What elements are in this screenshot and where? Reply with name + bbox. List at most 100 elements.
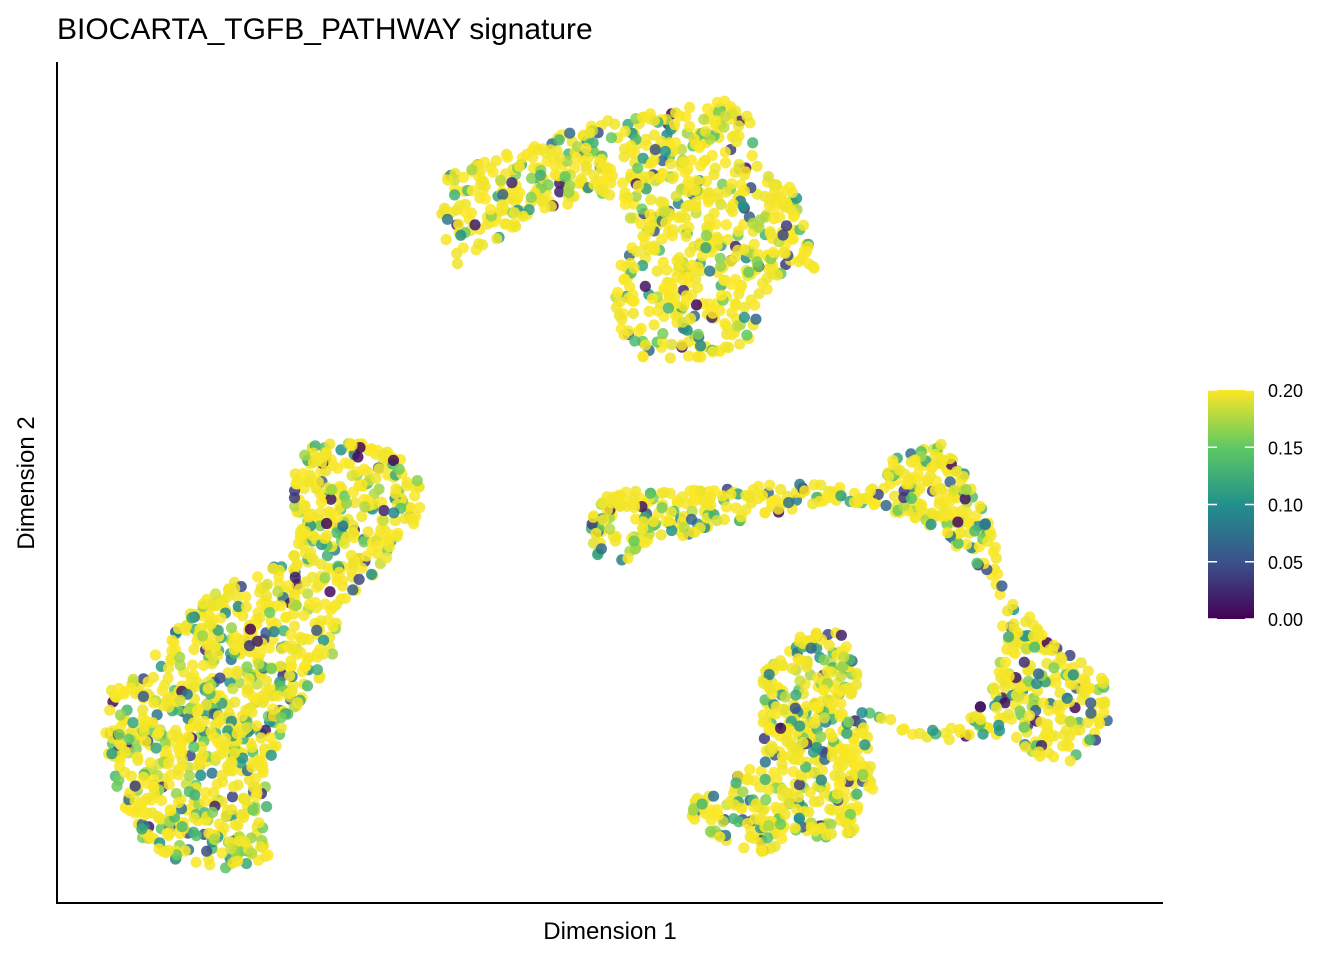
- scatter-point: [748, 238, 760, 250]
- scatter-point: [867, 783, 879, 795]
- scatter-point: [484, 203, 497, 216]
- scatter-point: [997, 620, 1009, 632]
- scatter-point: [682, 175, 695, 187]
- scatter-point: [298, 609, 310, 622]
- scatter-point: [763, 820, 775, 832]
- scatter-point: [1074, 724, 1086, 736]
- scatter-point: [692, 328, 704, 340]
- scatter-point: [844, 808, 856, 821]
- scatter-point: [654, 172, 666, 184]
- scatter-point: [228, 644, 241, 656]
- scatter-point: [805, 642, 817, 654]
- scatter-point: [217, 776, 229, 788]
- scatter-point: [941, 518, 953, 531]
- scatter-point: [783, 497, 795, 509]
- scatter-point: [315, 506, 327, 519]
- scatter-point: [387, 454, 400, 466]
- scatter-point: [757, 716, 769, 728]
- scatter-point: [327, 621, 339, 633]
- scatter-point: [639, 280, 651, 292]
- scatter-point: [756, 489, 769, 501]
- colorbar-tick-label: 0.20: [1268, 381, 1303, 401]
- scatter-point: [176, 746, 188, 758]
- scatter-point: [100, 727, 112, 739]
- scatter-point: [660, 217, 672, 229]
- scatter-point: [347, 558, 359, 570]
- scatter-point: [1061, 692, 1073, 704]
- scatter-point: [231, 591, 243, 603]
- scatter-point: [275, 600, 287, 612]
- scatter-point: [769, 840, 781, 853]
- scatter-point: [969, 525, 981, 537]
- scatter-point: [963, 729, 975, 741]
- scatter-point: [595, 543, 608, 555]
- scatter-point: [517, 210, 529, 222]
- scatter-point: [337, 520, 349, 532]
- scatter-point: [174, 651, 186, 663]
- scatter-point: [963, 517, 975, 529]
- scatter-point: [781, 735, 793, 748]
- scatter-point: [797, 637, 809, 650]
- scatter-point: [767, 246, 779, 258]
- scatter-point: [479, 193, 491, 205]
- scatter-point: [326, 648, 339, 660]
- scatter-point: [381, 552, 393, 564]
- scatter-point: [674, 110, 686, 122]
- scatter-point: [661, 264, 673, 276]
- scatter-point: [762, 784, 775, 796]
- scatter-point: [1060, 724, 1072, 736]
- scatter-point: [687, 526, 699, 539]
- scatter-point: [648, 115, 661, 127]
- scatter-point: [630, 190, 642, 202]
- scatter-point: [171, 849, 183, 861]
- scatter-point: [243, 640, 256, 652]
- scatter-point: [615, 259, 627, 271]
- scatter-point: [244, 623, 256, 635]
- scatter-point: [692, 261, 704, 273]
- scatter-point: [247, 781, 260, 793]
- scatter-point: [594, 183, 606, 196]
- scatter-point: [229, 696, 241, 708]
- scatter-point: [378, 504, 390, 517]
- scatter-point: [812, 702, 824, 714]
- scatter-point: [449, 189, 461, 201]
- scatter-point: [162, 844, 174, 857]
- scatter-point: [926, 462, 938, 474]
- scatter-point: [232, 600, 244, 613]
- scatter-point: [842, 716, 855, 728]
- scatter-point: [959, 493, 971, 505]
- scatter-point: [1003, 708, 1015, 720]
- scatter-point: [627, 307, 640, 319]
- scatter-point: [517, 152, 529, 164]
- scatter-point: [656, 502, 668, 514]
- scatter-point: [214, 672, 226, 684]
- scatter-point: [640, 133, 652, 146]
- scatter-point: [772, 503, 785, 515]
- scatter-point: [580, 142, 592, 154]
- scatter-point: [725, 488, 737, 500]
- scatter-point: [803, 258, 815, 270]
- scatter-point: [703, 187, 715, 199]
- scatter-point: [347, 526, 359, 539]
- scatter-point: [206, 658, 218, 670]
- scatter-point: [767, 495, 779, 507]
- scatter-point: [833, 778, 845, 791]
- scatter-point: [198, 659, 210, 672]
- scatter-point: [982, 535, 994, 548]
- scatter-point: [473, 238, 485, 250]
- scatter-point: [727, 198, 739, 210]
- scatter-point: [794, 754, 806, 766]
- scatter-point: [174, 694, 186, 706]
- scatter-point: [703, 213, 715, 225]
- scatter-point: [629, 335, 641, 347]
- scatter-point: [859, 739, 871, 751]
- scatter-point: [792, 791, 805, 803]
- scatter-point: [658, 486, 670, 499]
- scatter-point: [832, 761, 844, 773]
- scatter-point: [220, 732, 232, 745]
- scatter-point: [228, 781, 240, 793]
- scatter-point: [450, 204, 463, 216]
- scatter-point: [333, 566, 345, 579]
- scatter-point: [720, 219, 733, 231]
- scatter-point: [276, 643, 288, 655]
